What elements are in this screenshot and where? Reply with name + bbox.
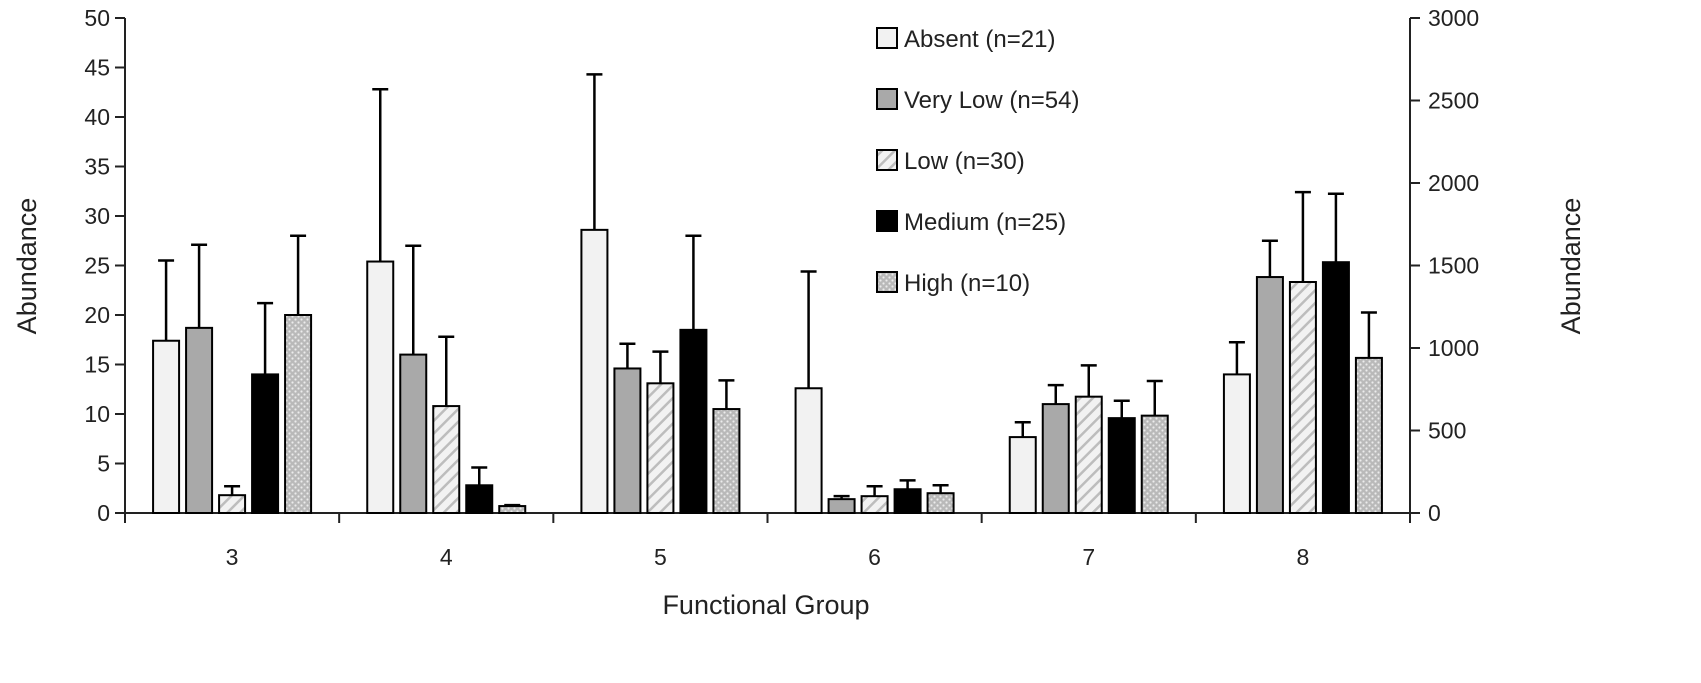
y-left-tick-label: 0 [97,500,110,526]
bar [1354,356,1383,514]
bar [1255,276,1284,514]
y-axis-title-right: Abundance [1556,198,1586,335]
y-left-tick-label: 15 [84,352,110,378]
y-left-tick-label: 50 [84,5,110,31]
x-axis-title: Functional Group [662,590,869,620]
legend: Absent (n=21) Very Low (n=54) Low (n=30) Me… [876,26,1079,297]
x-tick-label: 8 [1297,544,1310,570]
y-left-tick-label: 35 [84,154,110,180]
y-right-tick-label: 2500 [1428,88,1479,114]
legend-swatch [876,27,898,49]
legend-label: Medium (n=25) [904,209,1066,236]
bar [926,492,955,515]
y-left-tick-label: 30 [84,203,110,229]
bar [1008,436,1037,515]
legend-label: Absent (n=21) [904,26,1055,53]
bar [580,228,609,515]
x-tick-label: 4 [440,544,453,570]
x-tick-label: 5 [654,544,667,570]
y-left-tick-label: 10 [84,401,110,427]
bar [1222,373,1251,514]
bar [1107,417,1136,514]
bar [613,367,642,514]
bar [1074,395,1103,514]
y-left-tick-label: 5 [97,451,110,477]
y-right-tick-label: 500 [1428,418,1466,444]
y-axis-title-left: Abundance [12,198,42,335]
y-left-tick-label: 25 [84,253,110,279]
legend-swatch [876,88,898,110]
y-right-tick-label: 1500 [1428,253,1479,279]
bar [399,353,428,514]
bar [712,408,741,514]
x-tick-label: 6 [868,544,881,570]
legend-label: Low (n=30) [904,148,1025,175]
y-right-tick-label: 2000 [1428,170,1479,196]
y-right-tick-label: 1000 [1428,335,1479,361]
legend-swatch [876,149,898,171]
bar [432,405,461,514]
bar [251,373,280,514]
bars [152,73,1383,515]
legend-swatch [876,210,898,232]
legend-label: Very Low (n=54) [904,87,1079,114]
bar [827,498,856,515]
bar [794,387,823,515]
bar [860,495,889,515]
bar [679,328,708,514]
bar [646,382,675,514]
y-left-tick-label: 20 [84,302,110,328]
x-tick-label: 7 [1082,544,1095,570]
bar [185,326,214,514]
y-right-tick-label: 0 [1428,500,1441,526]
y-right-tick-label: 3000 [1428,5,1479,31]
bar [1140,414,1169,514]
legend-swatch [876,271,898,293]
bar [152,339,181,514]
bar [498,505,527,515]
bar [1321,261,1350,515]
bar [284,314,313,514]
bar [218,494,247,514]
bar [1041,403,1070,515]
bar [1288,281,1317,514]
bar [366,260,395,515]
legend-label: High (n=10) [904,270,1030,297]
x-tick-label: 3 [226,544,239,570]
bar [465,484,494,514]
y-left-tick-label: 40 [84,104,110,130]
bar [893,488,922,514]
y-left-tick-label: 45 [84,55,110,81]
axes: 0510152025303540455005001000150020002500… [84,5,1479,570]
